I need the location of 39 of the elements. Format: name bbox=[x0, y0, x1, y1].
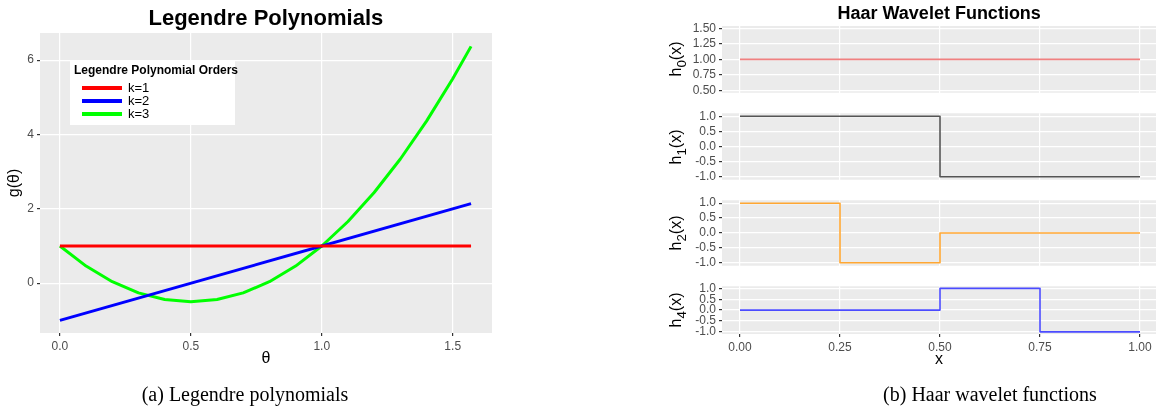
y-tick-label: 1.00 bbox=[692, 51, 717, 66]
chart-title: Haar Wavelet Functions bbox=[837, 3, 1041, 24]
text: (a) Legendre polynomials bbox=[141, 383, 349, 406]
y-tick-label: 0.5 bbox=[699, 123, 717, 138]
x-tick-label: 0.5 bbox=[182, 338, 200, 353]
y-tick-label: 1.0 bbox=[699, 108, 717, 123]
y-tick-label: -1.0 bbox=[695, 255, 717, 270]
y-tick-label: 0.5 bbox=[699, 210, 717, 225]
y-tick-label: -0.5 bbox=[695, 240, 717, 255]
y-tick-label: 1.0 bbox=[699, 280, 717, 295]
y-tick-label: 1.50 bbox=[692, 20, 717, 35]
y-tick-label: 0.0 bbox=[699, 225, 717, 240]
chart-title: Legendre Polynomials bbox=[148, 5, 384, 31]
x-tick-label: 1.5 bbox=[444, 338, 462, 353]
y-tick-label: -1.0 bbox=[695, 169, 717, 184]
y-tick-label: 0.50 bbox=[692, 82, 717, 97]
y-tick-label: 6 bbox=[27, 52, 35, 67]
x-tick-label: 1.0 bbox=[313, 338, 331, 353]
y-tick-label: -0.5 bbox=[695, 153, 717, 168]
legend-title: Legendre Polynomial Orders bbox=[74, 63, 239, 78]
y-tick-label: -1.0 bbox=[695, 324, 717, 339]
legend-label: k=2 bbox=[128, 92, 150, 108]
text: (b) Haar wavelet functions bbox=[883, 383, 1097, 406]
y-tick-label: 0.75 bbox=[692, 67, 717, 82]
x-tick-label: 0.0 bbox=[51, 338, 69, 353]
x-tick-label: 0.75 bbox=[1028, 339, 1052, 354]
legend-label: k=3 bbox=[128, 105, 150, 121]
y-tick-label: 1.0 bbox=[699, 195, 717, 210]
legend-label: k=1 bbox=[128, 79, 150, 95]
y-tick-label: 2 bbox=[27, 201, 35, 216]
x-axis-title: θ bbox=[261, 349, 271, 367]
y-tick-label: 0 bbox=[27, 275, 35, 290]
y-tick-label: 0.0 bbox=[699, 138, 717, 153]
y-tick-label: 1.25 bbox=[692, 36, 717, 51]
y-tick-label: 4 bbox=[27, 126, 35, 141]
x-tick-label: 1.00 bbox=[1128, 339, 1152, 354]
y-axis-title: g(θ) bbox=[5, 168, 23, 198]
x-tick-label: 0.00 bbox=[728, 339, 752, 354]
x-tick-label: 0.25 bbox=[828, 339, 852, 354]
